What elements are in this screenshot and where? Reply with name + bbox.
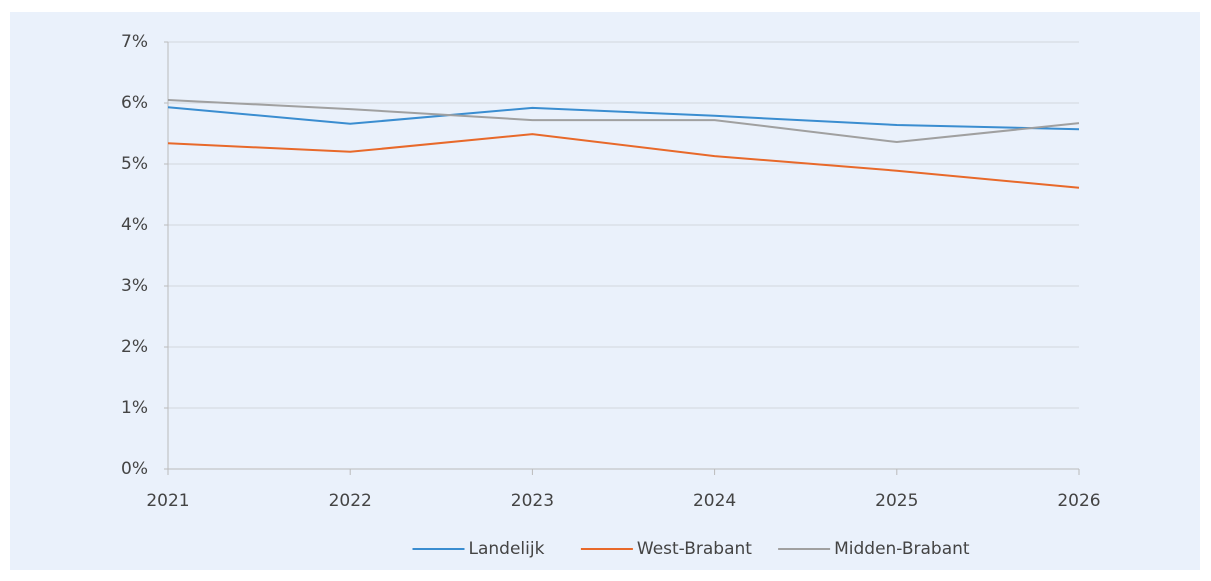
x-tick-label: 2023	[511, 491, 554, 511]
y-tick-label: 6%	[121, 93, 148, 113]
x-tick-label: 2022	[329, 491, 372, 511]
y-tick-label: 7%	[121, 32, 148, 52]
y-tick-label: 3%	[121, 276, 148, 296]
series-line	[167, 133, 1080, 189]
x-tick-label: 2021	[146, 491, 189, 511]
legend-label: Landelijk	[469, 539, 545, 559]
y-tick-label: 2%	[121, 337, 148, 357]
x-tick-label: 2025	[875, 491, 918, 511]
x-tick-label: 2026	[1057, 491, 1100, 511]
series-line	[167, 98, 1080, 144]
y-tick-label: 1%	[121, 398, 148, 418]
legend-label: West-Brabant	[637, 539, 752, 559]
series-line	[167, 106, 1080, 131]
x-tick-label: 2024	[693, 491, 736, 511]
y-tick-label: 4%	[121, 215, 148, 235]
chart-background	[10, 12, 1200, 570]
y-tick-label: 5%	[121, 154, 148, 174]
legend-label: Midden-Brabant	[834, 539, 970, 559]
y-tick-label: 0%	[121, 459, 148, 479]
